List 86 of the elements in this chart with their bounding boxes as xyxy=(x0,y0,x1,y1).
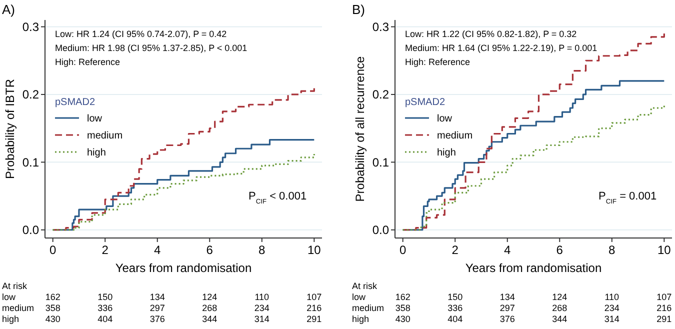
text: 291 xyxy=(656,314,672,324)
text: 358 xyxy=(45,303,60,313)
legend-label: high xyxy=(87,148,106,158)
legend-label: low xyxy=(437,114,453,124)
text: low xyxy=(2,292,16,302)
legend-label: high xyxy=(437,148,456,158)
text: 291 xyxy=(306,314,322,324)
annotation: Low: HR 1.24 (CI 95% 0.74-2.07), P = 0.42 xyxy=(55,29,227,39)
annotation: Medium: HR 1.64 (CI 95% 1.22-2.19), P = 0.001 xyxy=(405,43,598,53)
x-tick-label: 8 xyxy=(608,243,616,257)
text: 268 xyxy=(202,303,218,313)
text: At risk xyxy=(2,281,28,291)
text: 336 xyxy=(448,303,463,313)
legend-title: pSMAD2 xyxy=(405,97,446,108)
y-tick-label: 0.1 xyxy=(22,155,40,170)
y-tick-label: 0.0 xyxy=(372,223,390,238)
text: 404 xyxy=(98,314,113,324)
y-tick-label: 0.1 xyxy=(372,155,390,170)
x-tick-label: 2 xyxy=(102,243,109,257)
y-tick-label: 0.2 xyxy=(372,88,390,102)
text: medium xyxy=(2,303,34,313)
y-axis-title: Probability of all recurrence xyxy=(353,56,367,202)
y-tick-label: 0.2 xyxy=(22,88,40,102)
text: 107 xyxy=(656,292,672,302)
x-tick-label: 10 xyxy=(657,243,672,257)
text: 150 xyxy=(98,292,113,302)
legend-title: pSMAD2 xyxy=(55,97,96,108)
text: 268 xyxy=(552,303,568,313)
text: 314 xyxy=(254,314,270,324)
text: 124 xyxy=(202,292,218,302)
x-tick-label: 6 xyxy=(206,243,214,257)
text: medium xyxy=(352,303,384,313)
text: 344 xyxy=(202,314,218,324)
legend-label: medium xyxy=(437,130,473,142)
annotation: P$_{CIF}$ < 0.001 xyxy=(248,190,307,205)
text: 314 xyxy=(604,314,620,324)
text: 430 xyxy=(395,314,410,324)
text: high xyxy=(2,314,20,324)
text: 150 xyxy=(448,292,463,302)
y-axis-title: Probability of IBTR xyxy=(3,78,17,180)
x-axis-title: Years from randomisation xyxy=(115,261,252,275)
y-tick-label: 0.3 xyxy=(22,20,40,34)
chart-title: B) xyxy=(352,2,365,17)
y-tick-label: 0.0 xyxy=(22,223,40,238)
x-tick-label: 0 xyxy=(49,243,56,257)
text: 297 xyxy=(500,303,515,313)
text: 234 xyxy=(604,303,620,313)
text: 297 xyxy=(150,303,165,313)
text: low xyxy=(352,292,366,302)
text: 216 xyxy=(656,303,672,313)
text: 110 xyxy=(254,292,270,302)
text: At risk xyxy=(352,281,378,291)
x-tick-label: 2 xyxy=(452,243,459,257)
text: 234 xyxy=(254,303,270,313)
x-axis-title: Years from randomisation xyxy=(465,261,602,275)
text: 107 xyxy=(306,292,322,302)
annotation: Medium: HR 1.98 (CI 95% 1.37-2.85), P < 0.001 xyxy=(55,43,248,53)
text: high xyxy=(352,314,370,324)
text: 216 xyxy=(306,303,322,313)
text: 344 xyxy=(552,314,568,324)
text: 376 xyxy=(150,314,165,324)
annotation: P$_{CIF}$ = 0.001 xyxy=(598,190,657,205)
text: 134 xyxy=(500,292,515,302)
annotation: High: Reference xyxy=(55,57,120,67)
x-tick-label: 0 xyxy=(399,243,406,257)
text: 430 xyxy=(45,314,60,324)
text: 110 xyxy=(604,292,620,302)
x-tick-label: 10 xyxy=(307,243,322,257)
x-tick-label: 4 xyxy=(154,243,162,257)
text: 134 xyxy=(150,292,165,302)
annotation: Low: HR 1.22 (CI 95% 0.82-1.82), P = 0.32 xyxy=(405,29,577,39)
annotation: High: Reference xyxy=(405,57,470,67)
x-tick-label: 6 xyxy=(556,243,564,257)
legend-label: low xyxy=(87,114,103,124)
y-tick-label: 0.3 xyxy=(372,20,390,34)
text: 358 xyxy=(395,303,410,313)
text: 336 xyxy=(98,303,113,313)
text: 162 xyxy=(395,292,410,302)
text: 404 xyxy=(448,314,463,324)
x-tick-label: 8 xyxy=(258,243,266,257)
chart-title: A) xyxy=(2,2,15,17)
text: 376 xyxy=(500,314,515,324)
text: 124 xyxy=(552,292,568,302)
text: 162 xyxy=(45,292,60,302)
legend-label: medium xyxy=(87,130,123,142)
x-tick-label: 4 xyxy=(504,243,512,257)
